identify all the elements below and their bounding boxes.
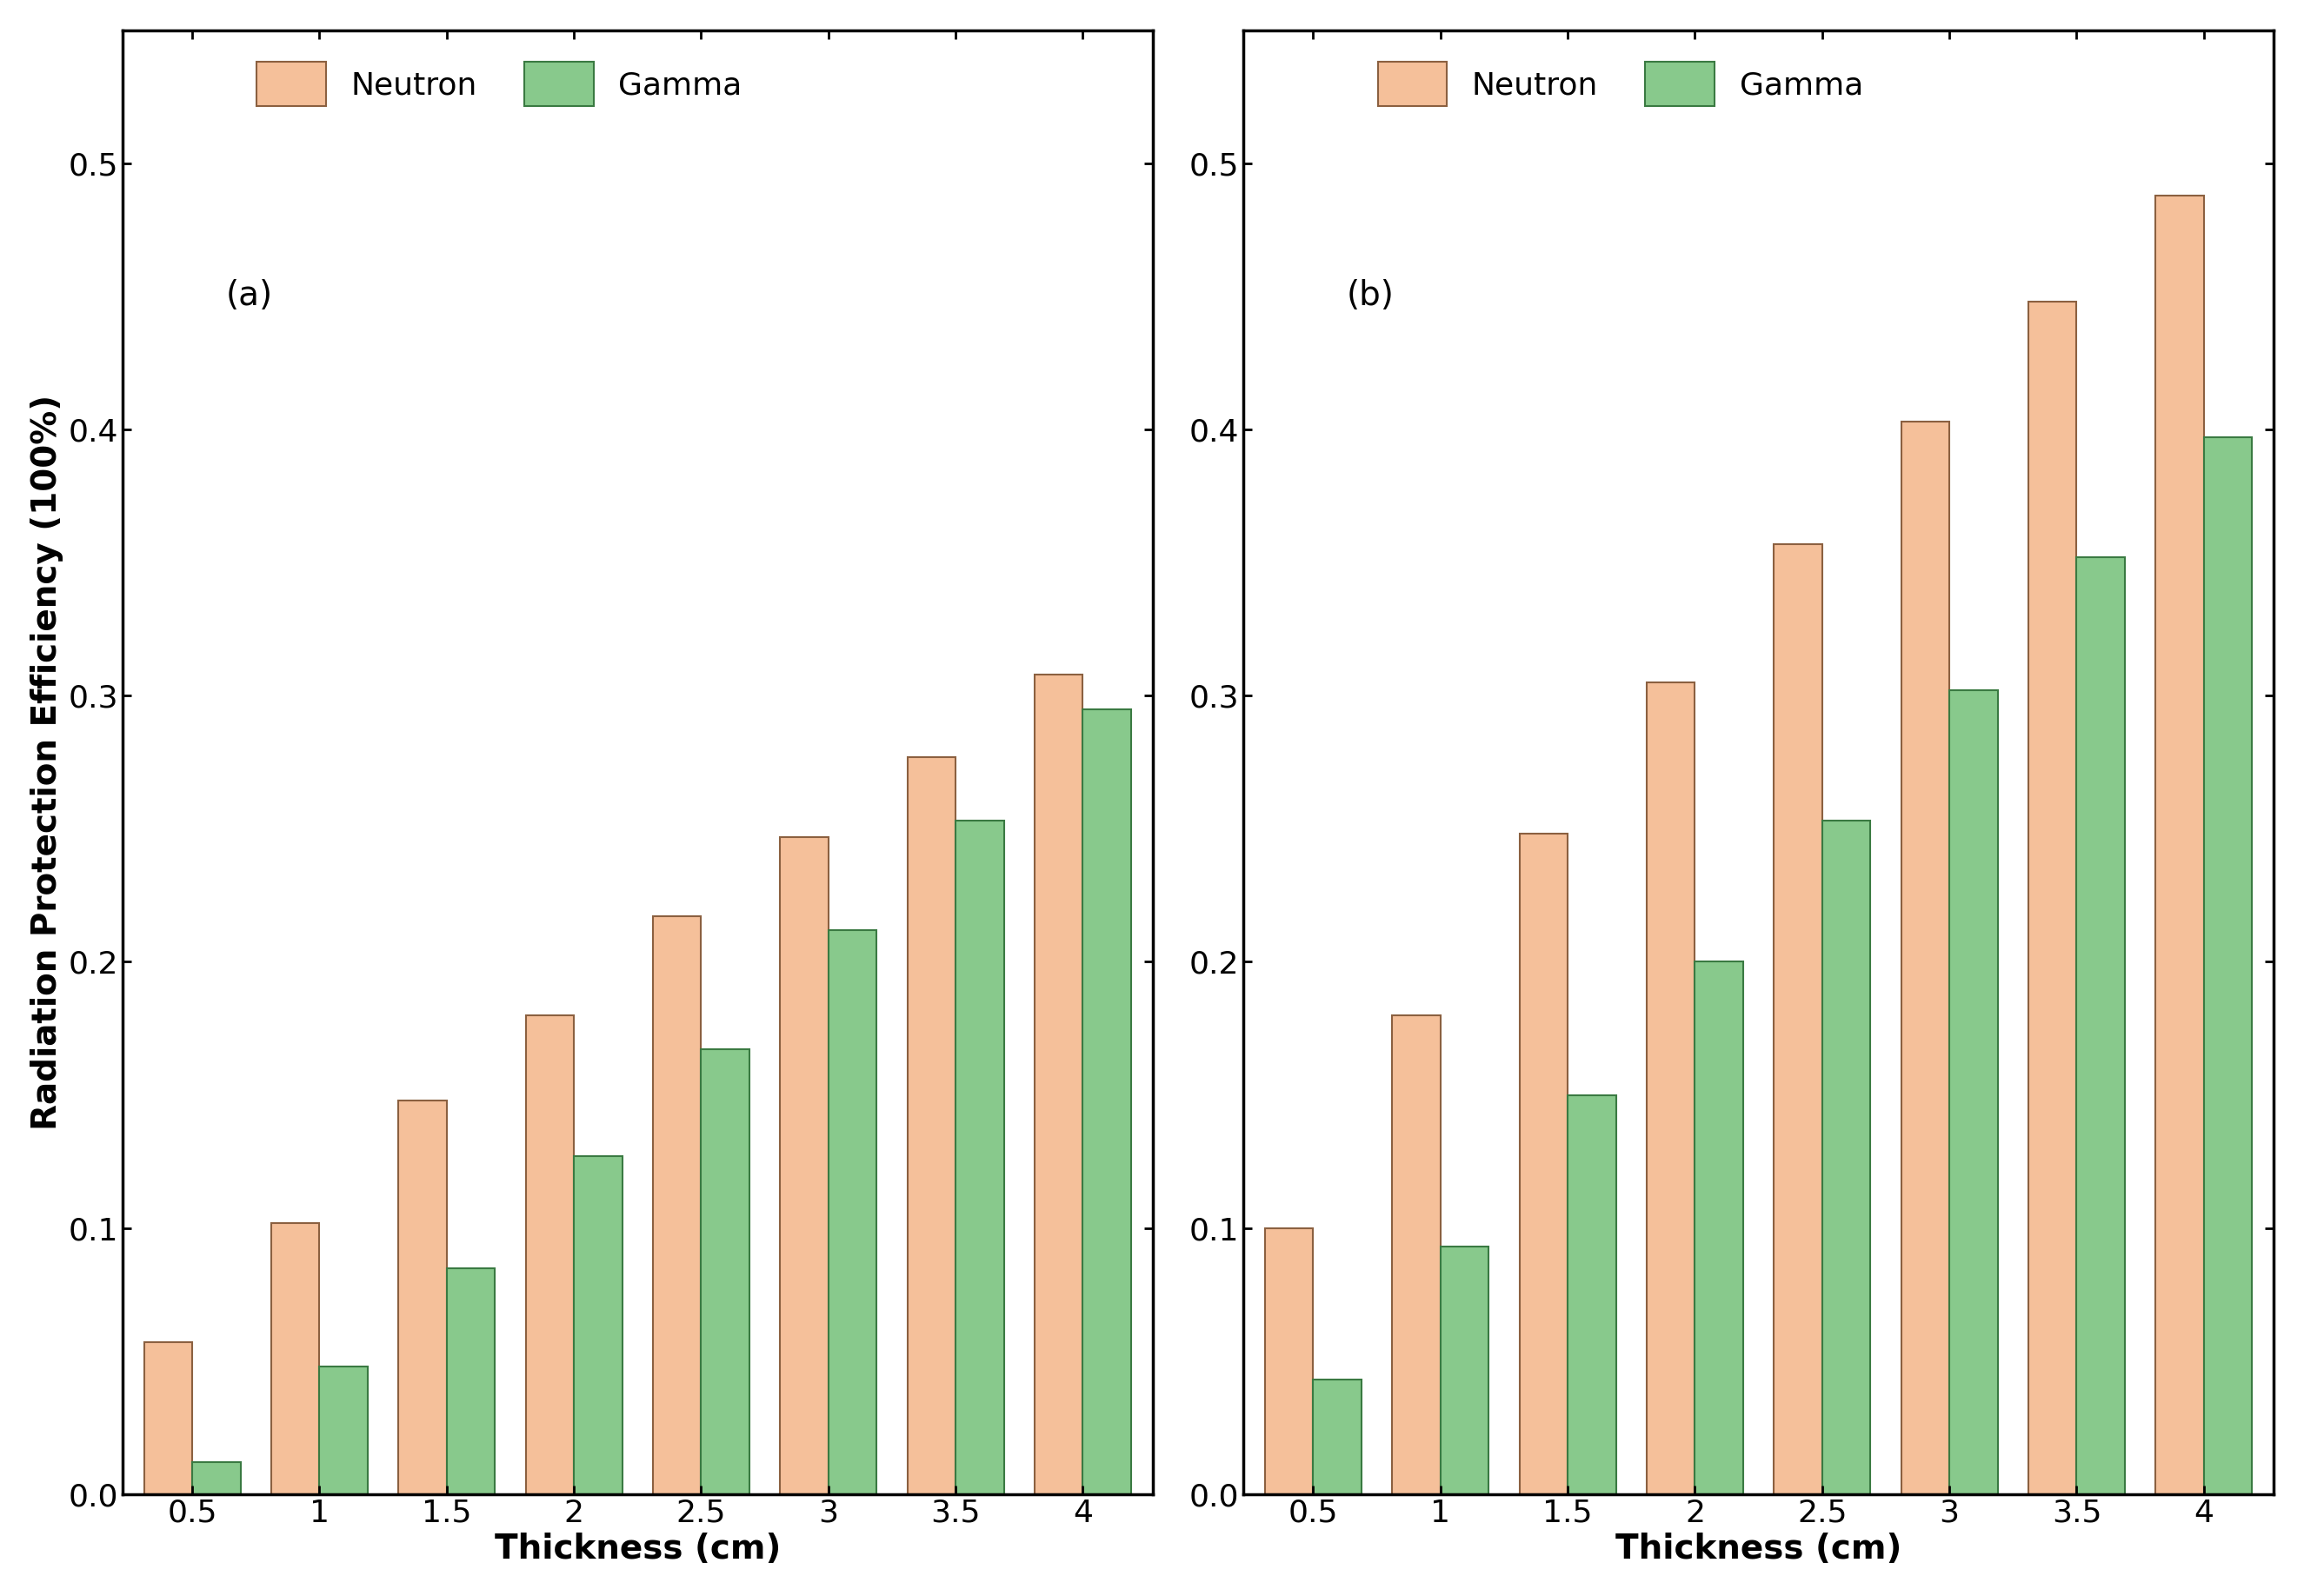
Bar (956, 820, 1005, 1494)
Text: (a): (a) (226, 279, 272, 313)
Bar (1822, 820, 1871, 1494)
Text: (b): (b) (1346, 279, 1394, 313)
Bar (2028, 302, 2076, 1494)
Bar (652, 916, 700, 1494)
X-axis label: Thickness (cm): Thickness (cm) (495, 1532, 781, 1566)
Bar (2157, 195, 2205, 1494)
X-axis label: Thickness (cm): Thickness (cm) (1615, 1532, 1901, 1566)
Bar (1265, 1227, 1313, 1494)
Bar (1313, 1379, 1362, 1494)
Bar (2076, 557, 2124, 1494)
Bar (525, 1015, 574, 1494)
Legend: Neutron, Gamma: Neutron, Gamma (242, 46, 758, 121)
Bar (2205, 437, 2253, 1494)
Bar (191, 1462, 240, 1494)
Bar (447, 1267, 495, 1494)
Bar (1567, 1095, 1615, 1494)
Bar (272, 1223, 320, 1494)
Bar (908, 757, 956, 1494)
Bar (1696, 962, 1744, 1494)
Bar (1901, 421, 1949, 1494)
Bar (1083, 709, 1131, 1494)
Bar (1392, 1015, 1440, 1494)
Bar (1949, 691, 1998, 1494)
Bar (829, 930, 878, 1494)
Bar (399, 1100, 447, 1494)
Bar (1518, 835, 1567, 1494)
Bar (1647, 683, 1696, 1494)
Y-axis label: Radiation Protection Efficiency (100%): Radiation Protection Efficiency (100%) (30, 394, 62, 1130)
Bar (1034, 675, 1083, 1494)
Bar (574, 1156, 622, 1494)
Legend: Neutron, Gamma: Neutron, Gamma (1362, 46, 1880, 121)
Bar (1774, 544, 1822, 1494)
Bar (143, 1342, 191, 1494)
Bar (700, 1050, 749, 1494)
Bar (320, 1366, 369, 1494)
Bar (781, 836, 829, 1494)
Bar (1440, 1246, 1488, 1494)
